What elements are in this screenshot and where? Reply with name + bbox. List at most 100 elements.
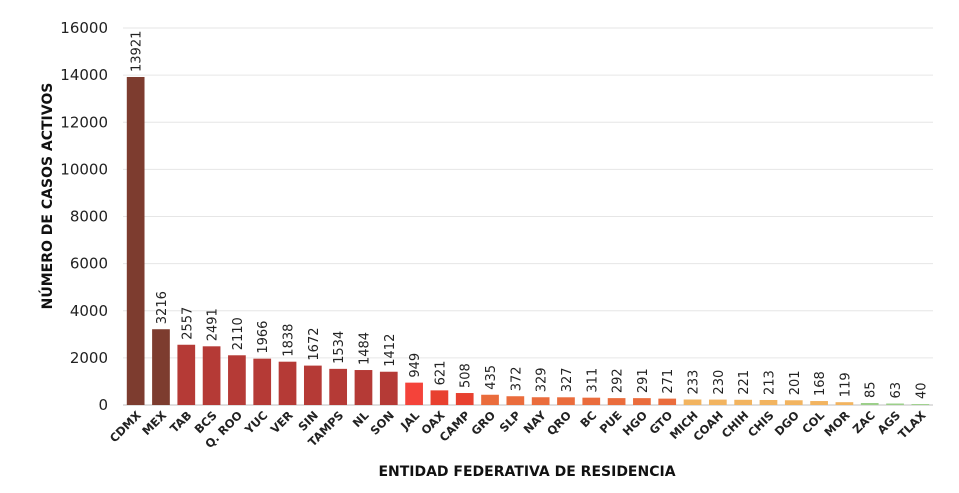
bar: [177, 344, 196, 405]
bar: [708, 399, 727, 405]
x-tick-label: HGO: [620, 408, 650, 438]
data-label: 233: [687, 370, 702, 395]
data-label: 329: [535, 367, 550, 392]
bar: [557, 397, 575, 405]
data-label: 40: [914, 383, 929, 400]
data-label: 435: [484, 365, 499, 390]
y-tick-label: 6000: [70, 255, 108, 273]
bar: [658, 398, 677, 405]
data-label: 221: [737, 370, 752, 395]
data-label: 372: [509, 366, 524, 391]
gridlines: [123, 27, 933, 406]
bar: [228, 355, 246, 405]
bar: [683, 399, 702, 405]
data-label: 13921: [130, 31, 145, 72]
data-label: 621: [433, 361, 448, 386]
data-label: 1672: [307, 328, 322, 361]
bar: [253, 358, 272, 405]
data-label: 230: [712, 370, 727, 395]
bar: [531, 397, 550, 405]
data-label: 311: [585, 368, 600, 393]
data-label: 1966: [256, 321, 271, 354]
bar: [126, 76, 145, 405]
data-label: 168: [813, 371, 828, 396]
data-label: 63: [889, 382, 904, 399]
bar: [860, 402, 879, 405]
data-label: 291: [636, 368, 651, 393]
x-tick-label: NAY: [521, 408, 550, 437]
data-label: 1534: [332, 331, 347, 364]
bar: [886, 403, 904, 405]
x-tick-label: GRO: [468, 408, 498, 438]
y-tick-label: 4000: [70, 302, 108, 320]
y-tick-label: 16000: [60, 19, 108, 37]
bar: [481, 394, 499, 405]
bar: [329, 368, 348, 405]
data-label: 508: [459, 363, 474, 388]
bar: [506, 396, 525, 405]
y-tick-label: 14000: [60, 66, 108, 84]
data-label: 2491: [206, 308, 221, 341]
x-tick-label: SLP: [497, 408, 524, 435]
y-tick-label: 2000: [70, 349, 108, 367]
bar: [202, 346, 221, 405]
data-label: 2110: [231, 317, 246, 350]
data-label: 1838: [282, 324, 297, 357]
bar: [455, 393, 474, 405]
y-tick-label: 8000: [70, 208, 108, 226]
bars: [126, 76, 930, 405]
y-tick-label: 10000: [60, 160, 108, 178]
bar: [835, 402, 854, 405]
data-label: 271: [661, 369, 676, 394]
y-tick-label: 0: [98, 396, 108, 414]
data-label: 1484: [357, 332, 372, 365]
x-tick-label: QRO: [544, 408, 574, 438]
x-tick-label: VER: [268, 408, 296, 436]
data-label: 201: [788, 370, 803, 395]
bar: [810, 401, 828, 405]
data-label: 1412: [383, 334, 398, 367]
y-axis-title: NÚMERO DE CASOS ACTIVOS: [38, 83, 56, 310]
bar: [303, 365, 322, 405]
data-label: 119: [838, 372, 853, 397]
data-labels: 13921 3216 2557 2491 2110 1966 1838 1672 1534 148…: [130, 31, 930, 399]
bar: [430, 390, 449, 405]
x-tick-label: PUE: [597, 408, 625, 436]
bar: [354, 370, 373, 405]
x-tick-label: ZAC: [850, 408, 878, 436]
bar: [784, 400, 803, 405]
bar: [152, 329, 170, 405]
x-tick-label: CHIS: [745, 408, 777, 440]
data-label: 2557: [180, 307, 195, 340]
data-label: 213: [762, 370, 777, 395]
y-axis-ticks: 0 2000 4000 6000 8000 10000 12000 14000 16000: [60, 19, 108, 414]
y-tick-label: 12000: [60, 113, 108, 131]
data-label: 292: [611, 368, 626, 393]
x-tick-label: MEX: [139, 408, 169, 438]
bar: [379, 371, 398, 405]
bar: [278, 361, 297, 405]
x-tick-label: JAL: [397, 408, 423, 434]
bar: [734, 399, 753, 405]
x-tick-label: MOR: [821, 408, 852, 439]
x-tick-label: TLAX: [895, 408, 928, 441]
bar: [607, 398, 626, 405]
x-tick-label: CDMX: [107, 408, 144, 445]
x-tick-label: SON: [367, 408, 396, 437]
bar: [582, 397, 601, 405]
data-label: 327: [560, 367, 575, 392]
x-axis-title: ENTIDAD FEDERATIVA DE RESIDENCIA: [378, 464, 675, 480]
bar: [911, 404, 930, 405]
data-label: 85: [864, 381, 879, 398]
data-label: 949: [408, 353, 423, 378]
x-tick-label: CHIH: [719, 408, 752, 441]
x-tick-label: TAB: [167, 408, 194, 435]
bar: [405, 382, 423, 405]
bar: [759, 399, 778, 405]
data-label: 3216: [155, 291, 170, 324]
x-tick-label: DGO: [772, 408, 802, 438]
bar: [633, 398, 651, 405]
x-tick-label: YUC: [241, 408, 270, 437]
